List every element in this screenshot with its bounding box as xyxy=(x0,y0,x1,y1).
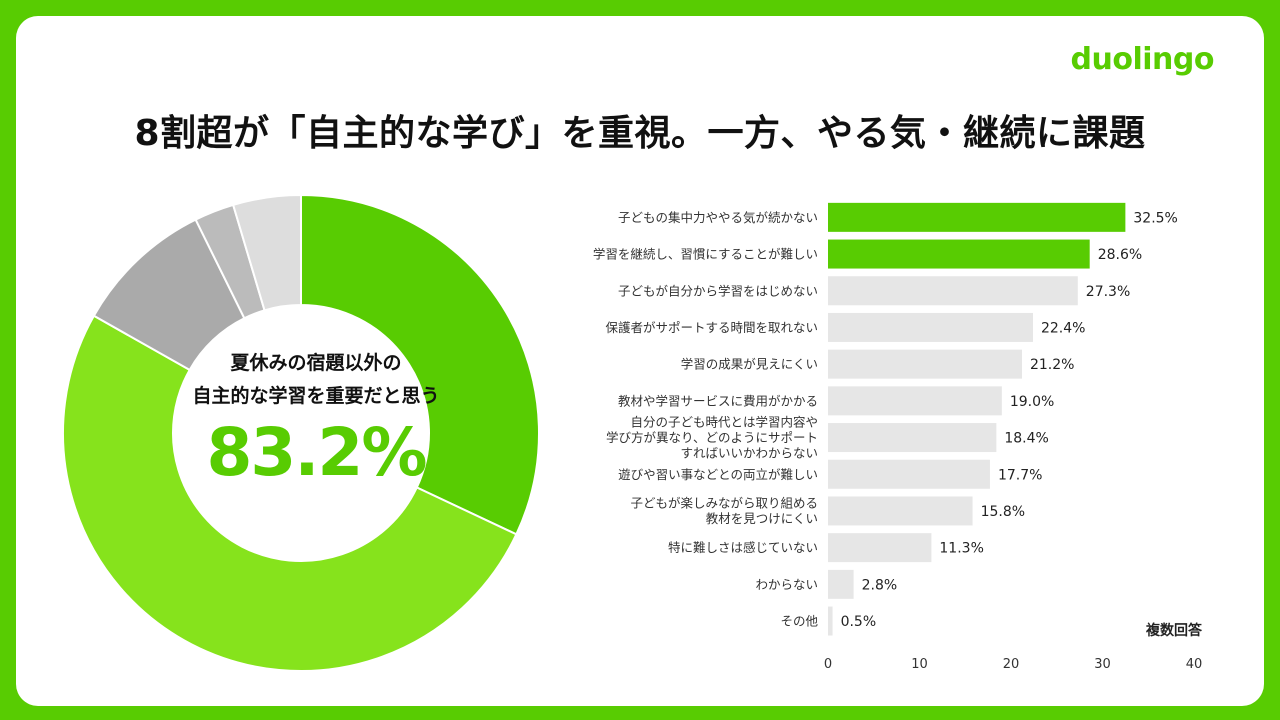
donut-slice-5 xyxy=(231,193,302,312)
category-label-9-line1: 子どもが楽しみながら取り組める xyxy=(630,496,818,511)
page-title: 8割超が「自主的な学び」を重視。一方、やる気・継続に課題 xyxy=(134,113,1146,154)
bar-value-label-3: 27.3% xyxy=(1086,284,1130,300)
donut-slice-2 xyxy=(62,314,518,672)
bar-12 xyxy=(828,606,833,636)
donut-center-label-line1: 夏休みの宿題以外の xyxy=(230,352,402,374)
category-label-11: わからない xyxy=(755,577,818,592)
bar-7 xyxy=(828,423,997,453)
category-label-3: 子どもが自分から学習をはじめない xyxy=(618,283,818,298)
bar-11 xyxy=(828,569,854,599)
category-label-1: 子どもの集中力ややる気が続かない xyxy=(618,210,818,225)
bar-value-label-4: 22.4% xyxy=(1041,320,1085,336)
bar-5 xyxy=(828,349,1022,379)
bar-value-label-1: 32.5% xyxy=(1133,210,1177,226)
x-tick-label-20: 20 xyxy=(1003,657,1020,672)
category-label-2: 学習を継続し、習慣にすることが難しい xyxy=(593,247,818,262)
bar-3 xyxy=(828,276,1078,306)
category-label-5: 学習の成果が見えにくい xyxy=(681,357,818,372)
x-tick-label-10: 10 xyxy=(911,657,928,672)
bar-value-label-9: 15.8% xyxy=(981,504,1025,520)
bar-value-label-5: 21.2% xyxy=(1030,357,1074,373)
bar-9 xyxy=(828,496,973,526)
bar-6 xyxy=(828,386,1002,416)
category-label-10: 特に難しさは感じていない xyxy=(668,540,818,555)
bar-value-label-8: 17.7% xyxy=(998,467,1042,483)
category-label-12: その他 xyxy=(780,614,818,629)
bar-4 xyxy=(828,312,1033,342)
bar-8 xyxy=(828,459,990,489)
category-label-7-line2: 学び方が異なり、どのようにサポート xyxy=(606,430,818,445)
category-label-6: 教材や学習サービスに費用がかかる xyxy=(618,393,818,408)
bar-value-label-2: 28.6% xyxy=(1098,247,1142,263)
bar-value-label-12: 0.5% xyxy=(841,614,877,630)
category-label-7-line1: 自分の子ども時代とは学習内容や xyxy=(630,415,818,430)
category-label-9-line2: 教材を見つけにくい xyxy=(706,511,818,526)
bar-value-label-11: 2.8% xyxy=(862,577,898,593)
bar-value-label-10: 11.3% xyxy=(939,541,983,557)
bar-10 xyxy=(828,533,932,563)
x-tick-label-30: 30 xyxy=(1094,657,1111,672)
multiple-answer-note: 複数回答 xyxy=(1146,623,1202,639)
x-tick-label-40: 40 xyxy=(1186,657,1203,672)
infographic-card: duolingo 8割超が「自主的な学び」を重視。一方、やる気・継続に課題 夏休… xyxy=(16,16,1264,706)
donut-center-label-line2: 自主的な学習を重要だと思う xyxy=(192,385,440,407)
category-label-8: 遊びや習い事などとの両立が難しい xyxy=(618,467,818,482)
donut-slice-1 xyxy=(300,193,540,536)
bar-2 xyxy=(828,239,1090,269)
donut-chart xyxy=(62,193,540,672)
category-label-7-line3: すればいいかわからない xyxy=(680,446,818,461)
donut-center-value: 83.2% xyxy=(206,414,428,491)
bar-value-label-7: 18.4% xyxy=(1004,431,1048,447)
bar-1 xyxy=(828,202,1126,232)
bar-value-label-6: 19.0% xyxy=(1010,394,1054,410)
category-label-4: 保護者がサポートする時間を取れない xyxy=(605,320,818,335)
x-tick-label-0: 0 xyxy=(824,657,832,672)
bar-chart: 32.5% 子どもの集中力ややる気が続かない 28.6% 学習を継続し、習慣にすること… xyxy=(593,202,1203,672)
duolingo-logo: duolingo xyxy=(1070,42,1215,77)
